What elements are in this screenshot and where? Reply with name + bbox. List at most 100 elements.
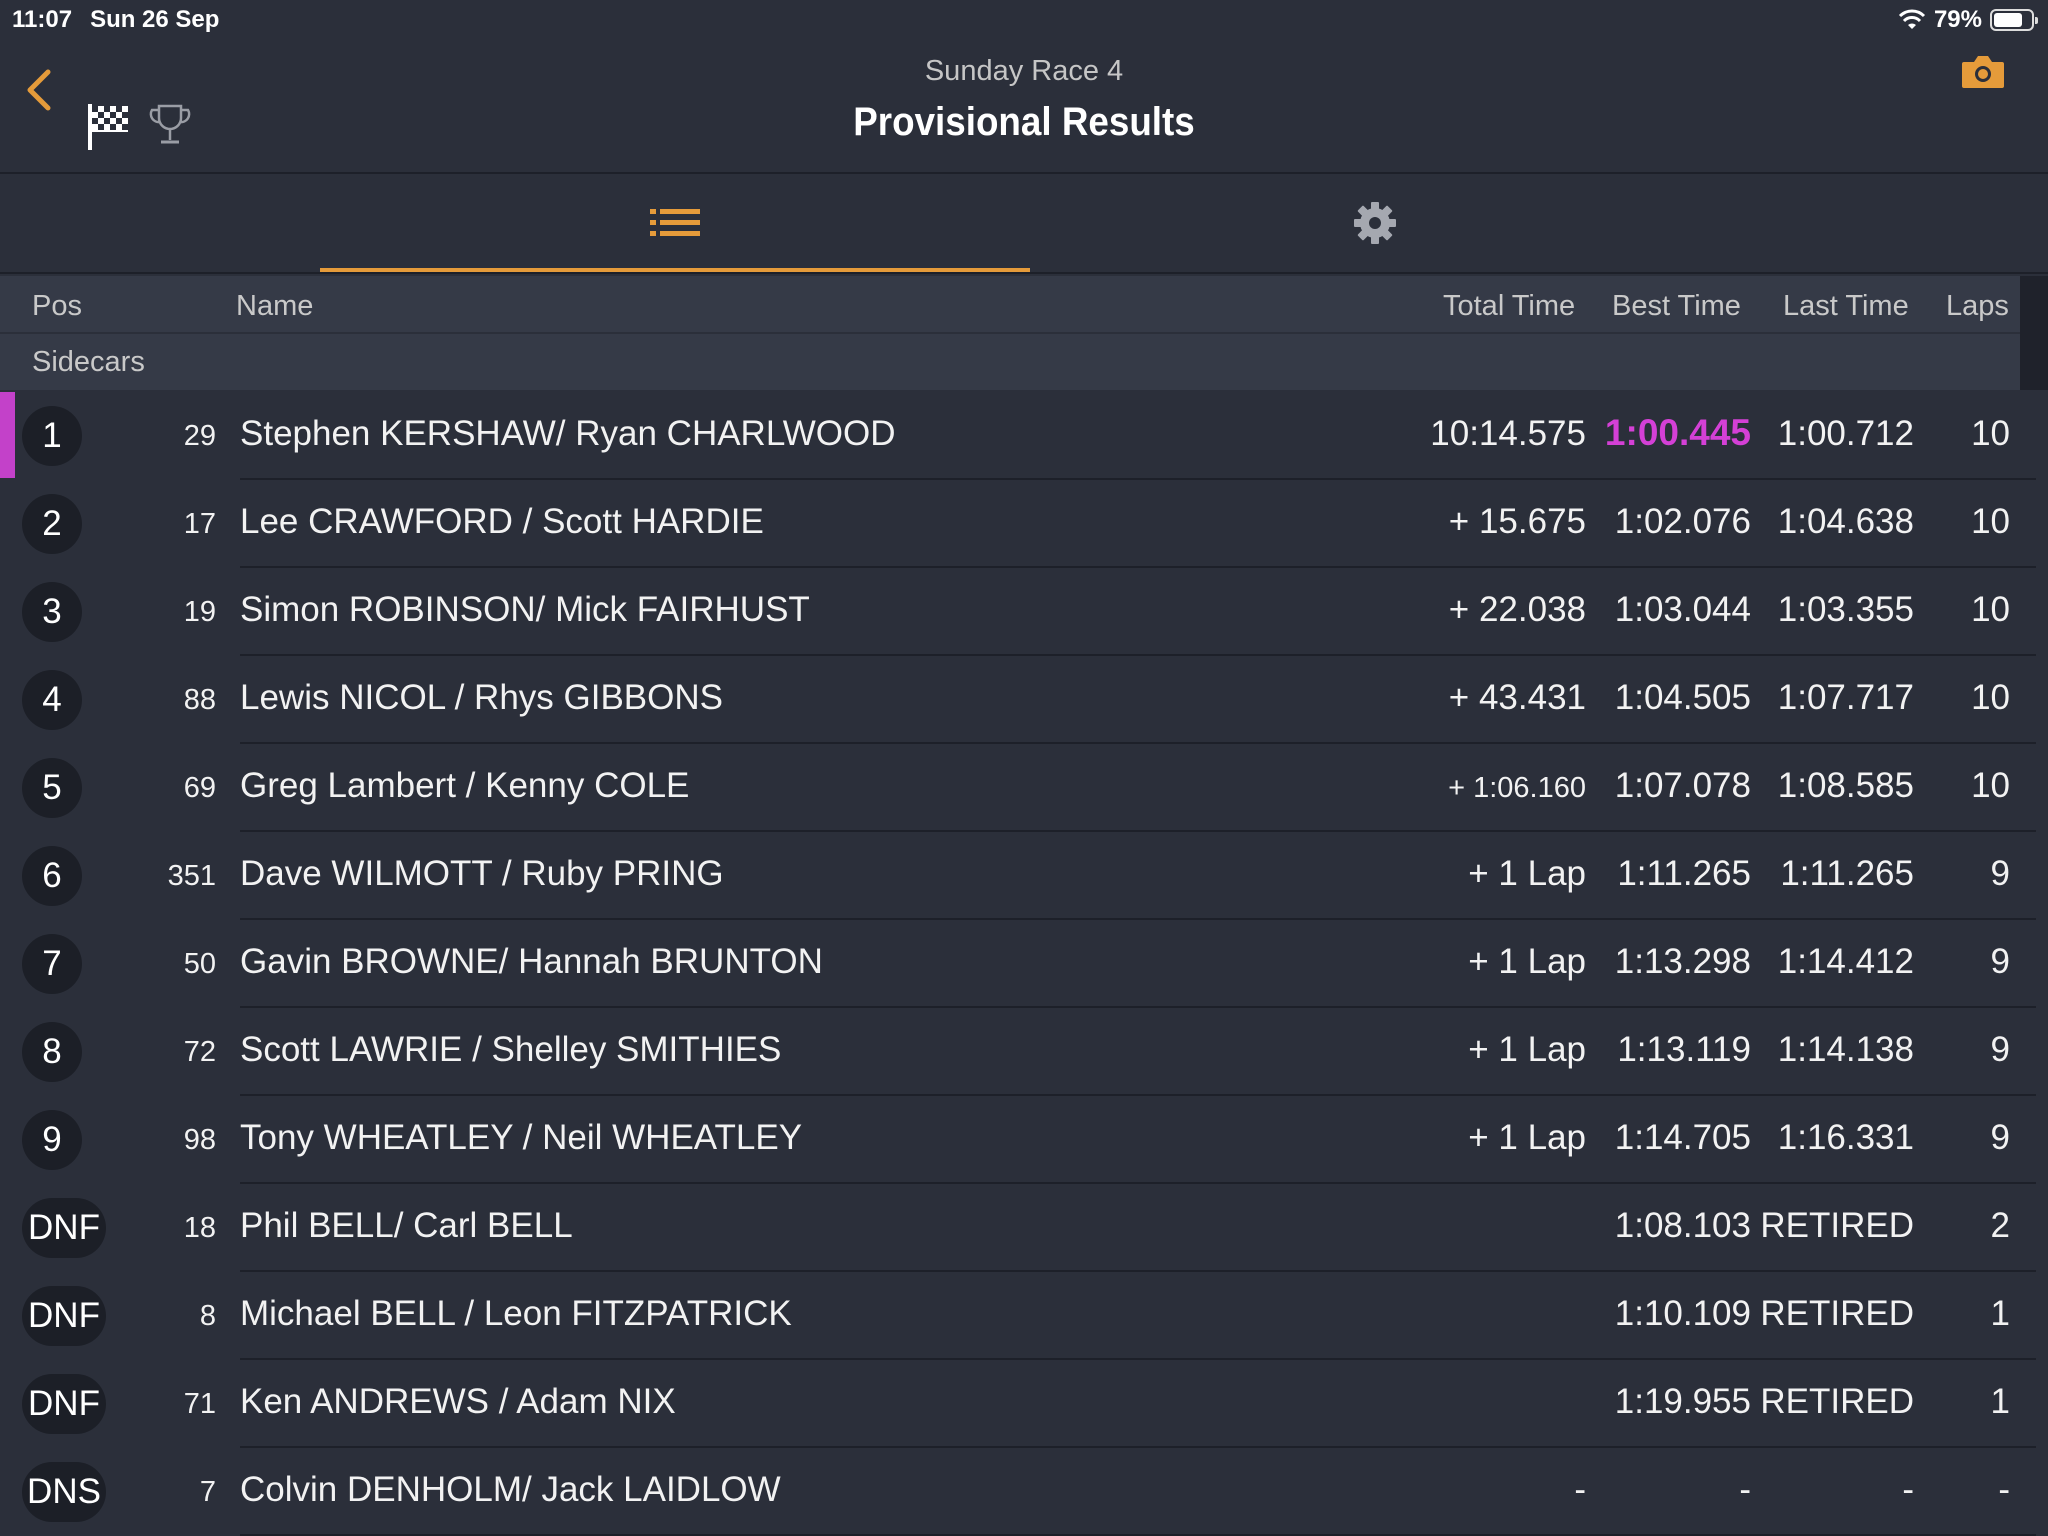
tab-results-list[interactable] [320, 174, 1030, 272]
chevron-left-icon [27, 69, 51, 111]
camera-button[interactable] [1960, 52, 2006, 97]
back-button[interactable] [18, 60, 58, 120]
last-time: 1:11.265 [1780, 854, 1914, 893]
position-badge: 1 [22, 406, 82, 466]
laps-count: 9 [1990, 1118, 2010, 1157]
battery-icon [1990, 9, 2038, 31]
result-row[interactable]: 7 50 Gavin BROWNE/ Hannah BRUNTON + 1 Lap 1:… [0, 920, 2048, 1008]
result-row[interactable]: 9 98 Tony WHEATLEY / Neil WHEATLEY + 1 Lap 1… [0, 1096, 2048, 1184]
position-badge: 9 [22, 1110, 82, 1170]
rider-names: Gavin BROWNE/ Hannah BRUNTON [240, 942, 823, 981]
race-number: 50 [183, 948, 216, 980]
total-time: - [1574, 1470, 1586, 1509]
result-row[interactable]: DNS 7 Colvin DENHOLM/ Jack LAIDLOW - - - - [0, 1448, 2048, 1536]
laps-count: 9 [1990, 854, 2010, 893]
rider-names: Simon ROBINSON/ Mick FAIRHUST [240, 590, 810, 629]
race-number: 98 [183, 1124, 216, 1156]
best-time: 1:03.044 [1614, 590, 1751, 629]
col-best-time: Best Time [1612, 290, 1741, 322]
last-time: 1:07.717 [1777, 678, 1914, 717]
position-badge: DNF [22, 1198, 106, 1258]
race-number: 69 [183, 772, 216, 804]
rider-names: Lewis NICOL / Rhys GIBBONS [240, 678, 723, 717]
total-time: + 1:06.160 [1448, 772, 1586, 804]
total-time: + 15.675 [1448, 502, 1586, 541]
race-number: 8 [199, 1300, 216, 1332]
col-total-time: Total Time [1443, 290, 1576, 322]
best-time: 1:14.705 [1614, 1118, 1751, 1157]
last-time: 1:08.585 [1777, 766, 1914, 805]
total-time: + 1 Lap [1468, 942, 1586, 981]
page-title: Provisional Results [853, 100, 1195, 144]
last-time: RETIRED [1760, 1206, 1914, 1245]
race-number: 351 [167, 860, 216, 892]
result-row[interactable]: DNF 18 Phil BELL/ Carl BELL 1:08.103 RETIRED… [0, 1184, 2048, 1272]
position-badge: 4 [22, 670, 82, 730]
result-row[interactable]: DNF 8 Michael BELL / Leon FITZPATRICK 1:10.… [0, 1272, 2048, 1360]
checkered-flag-icon[interactable] [86, 102, 132, 157]
wifi-icon [1898, 9, 1926, 29]
rider-names: Greg Lambert / Kenny COLE [240, 766, 690, 805]
race-number: 7 [199, 1476, 216, 1508]
race-number: 19 [183, 596, 216, 628]
race-number: 18 [183, 1212, 216, 1244]
rider-names: Tony WHEATLEY / Neil WHEATLEY [240, 1118, 803, 1157]
leader-indicator [0, 392, 15, 478]
laps-count: 2 [1990, 1206, 2010, 1245]
trophy-icon[interactable] [148, 102, 192, 153]
last-time: 1:16.331 [1777, 1118, 1914, 1157]
position-badge: 5 [22, 758, 82, 818]
result-row[interactable]: DNF 71 Ken ANDREWS / Adam NIX 1:19.955 RETIR… [0, 1360, 2048, 1448]
last-time: 1:03.355 [1777, 590, 1914, 629]
status-date: Sun 26 Sep [90, 6, 220, 33]
col-pos: Pos [32, 290, 82, 322]
position-badge: DNF [22, 1374, 106, 1434]
class-name: Sidecars [32, 346, 145, 378]
result-row[interactable]: 3 19 Simon ROBINSON/ Mick FAIRHUST + 22.038… [0, 568, 2048, 656]
position-badge: 7 [22, 934, 82, 994]
best-time: 1:08.103 [1614, 1206, 1751, 1245]
results-list: 1 29 Stephen KERSHAW/ Ryan CHARLWOOD 10:14.… [0, 392, 2048, 1536]
rider-names: Stephen KERSHAW/ Ryan CHARLWOOD [240, 414, 896, 453]
best-time: 1:07.078 [1614, 766, 1751, 805]
race-number: 17 [183, 508, 216, 540]
total-time: + 22.038 [1448, 590, 1586, 629]
best-time: 1:11.265 [1617, 854, 1751, 893]
result-row[interactable]: 6 351 Dave WILMOTT / Ruby PRING + 1 Lap 1:11… [0, 832, 2048, 920]
rider-names: Colvin DENHOLM/ Jack LAIDLOW [240, 1470, 781, 1509]
laps-count: 10 [1971, 766, 2010, 805]
race-number: 88 [183, 684, 216, 716]
status-time: 11:07 [12, 6, 73, 33]
rider-names: Ken ANDREWS / Adam NIX [240, 1382, 676, 1421]
list-icon [650, 209, 700, 236]
result-row[interactable]: 4 88 Lewis NICOL / Rhys GIBBONS + 43.431 1:0… [0, 656, 2048, 744]
total-time: 10:14.575 [1430, 414, 1586, 453]
position-badge: DNS [22, 1462, 106, 1522]
last-time: - [1902, 1470, 1914, 1509]
result-row[interactable]: 2 17 Lee CRAWFORD / Scott HARDIE + 15.675 1:… [0, 480, 2048, 568]
best-time: 1:13.298 [1614, 942, 1751, 981]
result-row[interactable]: 1 29 Stephen KERSHAW/ Ryan CHARLWOOD 10:14.… [0, 392, 2048, 480]
table-header: Pos Name Total Time Best Time Last Time … [0, 276, 2020, 334]
best-time: - [1739, 1470, 1751, 1509]
last-time: 1:04.638 [1777, 502, 1914, 541]
last-time: 1:14.412 [1777, 942, 1914, 981]
race-subtitle: Sunday Race 4 [924, 55, 1124, 87]
position-badge: 3 [22, 582, 82, 642]
laps-count: 10 [1971, 502, 2010, 541]
last-time: 1:00.712 [1777, 414, 1914, 453]
laps-count: 9 [1990, 1030, 2010, 1069]
race-number: 29 [183, 420, 216, 452]
rider-names: Phil BELL/ Carl BELL [240, 1206, 573, 1245]
last-time: RETIRED [1760, 1294, 1914, 1333]
result-row[interactable]: 5 69 Greg Lambert / Kenny COLE + 1:06.160 1:… [0, 744, 2048, 832]
tab-settings[interactable] [1030, 174, 1720, 272]
best-time: 1:19.955 [1614, 1382, 1751, 1421]
laps-count: 10 [1971, 590, 2010, 629]
laps-count: - [1998, 1470, 2010, 1509]
last-time: 1:14.138 [1777, 1030, 1914, 1069]
class-header: Sidecars [0, 334, 2020, 390]
laps-count: 10 [1971, 678, 2010, 717]
best-time: 1:10.109 [1614, 1294, 1751, 1333]
result-row[interactable]: 8 72 Scott LAWRIE / Shelley SMITHIES + 1 La… [0, 1008, 2048, 1096]
